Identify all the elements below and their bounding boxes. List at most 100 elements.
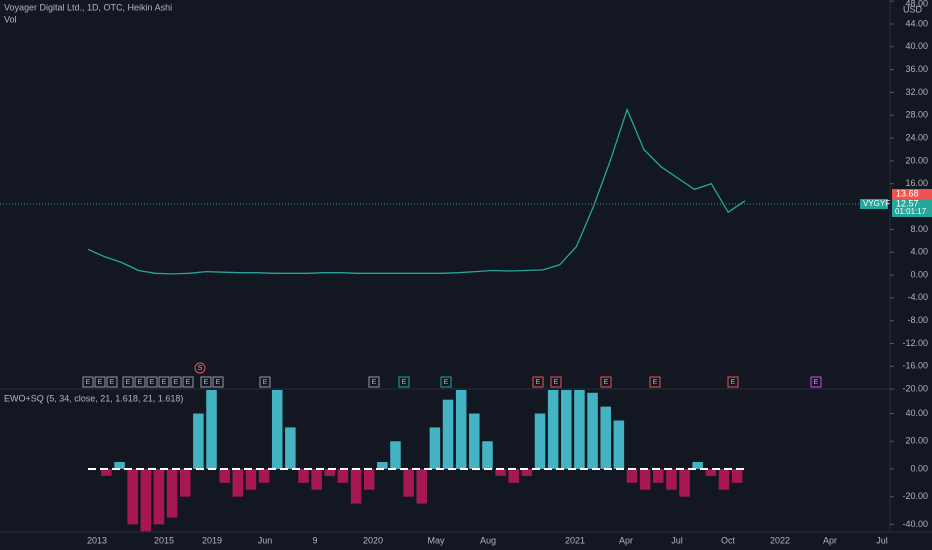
histogram-bar (219, 468, 230, 483)
event-label: E (150, 379, 155, 386)
histogram-bar (653, 468, 664, 483)
histogram-bar (179, 468, 191, 497)
x-tick-label: Apr (619, 535, 633, 545)
x-tick-label: 2019 (202, 535, 222, 545)
last-label: 12.57 (896, 198, 919, 208)
event-icon (810, 376, 822, 388)
event-icon (200, 376, 212, 388)
histogram-bar (350, 468, 362, 504)
histogram-bar (363, 468, 375, 490)
x-tick-label: Apr (823, 535, 837, 545)
histogram-bar (613, 420, 625, 469)
y-tick-label: -8.00 (907, 315, 928, 325)
histogram-bar (377, 462, 388, 469)
event-label: E (372, 379, 377, 386)
x-tick-label: May (427, 535, 445, 545)
y-tick-label: 48.00 (905, 0, 928, 8)
event-label: E (216, 379, 221, 386)
symbol-label: VYGYF (863, 199, 890, 208)
histogram-bar (311, 468, 322, 490)
histogram-bar (534, 413, 546, 469)
event-icon (532, 376, 544, 388)
indicator-pane (88, 390, 745, 532)
histogram-bar (298, 468, 309, 483)
event-icon (122, 376, 134, 388)
y-tick-label: -12.00 (902, 338, 928, 348)
price-line (87, 107, 746, 275)
histogram-bar (692, 462, 703, 469)
histogram-bar (521, 468, 533, 476)
histogram-bar (495, 468, 506, 476)
x-tick-label: 2021 (565, 535, 585, 545)
histogram-bar (442, 399, 454, 469)
event-icon (212, 376, 224, 388)
y-tick-label: 20.00 (905, 436, 928, 446)
event-label: E (204, 379, 209, 386)
indicator-title: EWO+SQ (5, 34, close, 21, 1.618, 21, 1.6… (4, 393, 183, 403)
y-tick-label: 0.00 (910, 269, 928, 279)
y-tick-label: 40.00 (905, 408, 928, 418)
event-label: E (98, 379, 103, 386)
last-label-bg (892, 199, 932, 217)
event-label: E (263, 379, 268, 386)
event-label: E (110, 379, 115, 386)
y-tick-label: 28.00 (905, 110, 928, 120)
event-label: E (554, 379, 559, 386)
histogram-bar (193, 413, 204, 469)
histogram-bar (639, 468, 651, 490)
y-tick-label: 4.00 (910, 247, 928, 257)
event-icon (194, 362, 206, 374)
x-tick-label: Jul (671, 535, 683, 545)
y-tick-label: 20.00 (905, 155, 928, 165)
histogram-bar (626, 468, 638, 483)
event-icon (94, 376, 106, 388)
event-icon (440, 376, 452, 388)
event-icon (182, 376, 194, 388)
y-tick-label: 32.00 (905, 87, 928, 97)
price-pane (87, 107, 746, 275)
currency: USD (903, 4, 923, 14)
volume-label: Vol (4, 14, 17, 24)
histogram-bar (429, 427, 441, 469)
event-label: E (126, 379, 131, 386)
x-tick-label: Oct (721, 535, 736, 545)
histogram-bar (153, 468, 165, 525)
x-tick-label: 2013 (87, 535, 107, 545)
axes: 48.00 44.00 40.00 36.00 32.00 28.00 24.00 20.00… (82, 0, 928, 545)
event-label: E (402, 379, 407, 386)
event-label: E (138, 379, 143, 386)
y-tick-label: 36.00 (905, 64, 928, 74)
histogram-bar (469, 413, 480, 469)
event-label: E (86, 379, 91, 386)
event-icon (82, 376, 94, 388)
histogram-bar (258, 468, 270, 483)
histogram-bar (416, 468, 428, 504)
histogram-bar (140, 468, 152, 532)
event-label: E (653, 379, 658, 386)
y-tick-label: 24.00 (905, 132, 928, 142)
high-label-bg (892, 189, 932, 199)
event-label: E (186, 379, 191, 386)
x-tick-label: Jul (876, 535, 888, 545)
event-label: E (444, 379, 449, 386)
event-icon (170, 376, 182, 388)
event-label: S (198, 365, 203, 372)
event-icon (727, 376, 739, 388)
x-tick-label: 9 (312, 535, 317, 545)
histogram-bar (508, 468, 519, 483)
chart-title: Voyager Digital Ltd., 1D, OTC, Heikin As… (4, 2, 172, 12)
histogram-bar (337, 468, 349, 483)
countdown: 01:01:17 (895, 207, 927, 216)
event-icon (158, 376, 170, 388)
y-tick-label: -20.00 (902, 384, 928, 394)
histogram-bar (482, 441, 493, 469)
y-tick-label: 44.00 (905, 18, 928, 28)
histogram-bar (455, 390, 467, 469)
histogram-bar (574, 390, 585, 469)
symbol-label-bg (860, 199, 888, 209)
y-tick-label: -40.00 (902, 519, 928, 529)
event-icon (106, 376, 118, 388)
histogram-bar (587, 392, 598, 469)
x-tick-label: 2020 (363, 535, 383, 545)
